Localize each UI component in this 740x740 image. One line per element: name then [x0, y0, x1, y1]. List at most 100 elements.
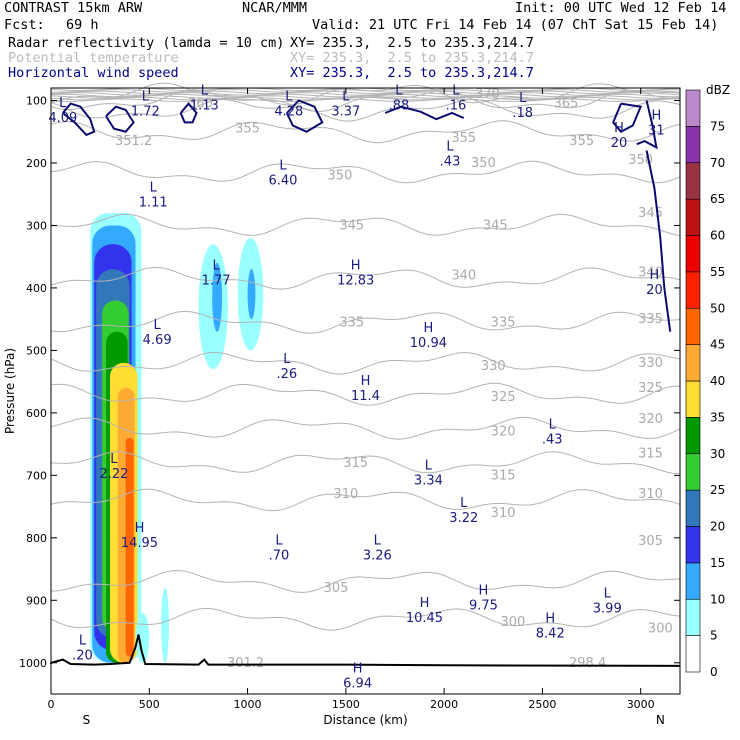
theta-contour-label: 335 [491, 315, 516, 330]
wind-extremum-type: L [460, 496, 468, 511]
theta-isentrope [50, 95, 681, 99]
theta-contour-label: 350 [328, 168, 353, 183]
x-axis-end-right: N [656, 713, 665, 727]
wind-extremum-type: L [279, 158, 287, 173]
colorbar-level-label: 40 [710, 374, 725, 388]
wind-extremum-type: H [351, 258, 361, 273]
reflectivity-cell [247, 269, 256, 320]
colorbar-swatch [685, 417, 701, 455]
wind-contour [612, 102, 643, 133]
wind-extremum-type: L [342, 90, 350, 105]
theta-contour-label: 370 [475, 87, 500, 102]
wind-extremum-type: H [424, 321, 434, 336]
theta-contour-label: 360 [188, 97, 213, 112]
field-wind-name: Horizontal wind speed [8, 65, 179, 81]
wind-contour [179, 102, 198, 124]
theta-contour-label: 300 [501, 615, 526, 630]
theta-contour-label: 320 [491, 425, 516, 440]
theta-isentrope [50, 607, 681, 631]
theta-contour-label: 355 [569, 134, 594, 149]
wind-extremum-value: .43 [440, 155, 461, 170]
theta-contour-label: 315 [491, 468, 516, 483]
theta-contour-label: 305 [324, 581, 349, 596]
x-tick-label: 500 [139, 698, 160, 711]
y-tick-label: 800 [26, 532, 47, 545]
colorbar-unit: dBZ [706, 83, 730, 97]
wind-contour [645, 150, 672, 332]
wind-extremum-value: 1.11 [139, 195, 168, 210]
theta-contour-label: 310 [491, 506, 516, 521]
y-axis-title: Pressure (hPa) [3, 348, 17, 434]
wind-extremum-type: L [519, 91, 527, 106]
wind-extremum-type: H [614, 121, 624, 136]
reflectivity-fill-layer [90, 212, 264, 663]
wind-extremum-type: L [374, 533, 382, 548]
wind-extremum-type: H [135, 521, 145, 536]
wind-extremum-type: L [395, 83, 403, 98]
colorbar-swatch [685, 489, 701, 527]
valid-time: Valid: 21 UTC Fri 14 Feb 14 (07 ChT Sat … [312, 17, 719, 33]
wind-extremum-type: L [446, 140, 454, 155]
axes-layer: 100 200 300 400 500 600 700 800 900 1000 0 500 1000 1… [3, 87, 681, 727]
wind-extremum-type: H [545, 611, 555, 626]
forecast-label: Fcst: [4, 17, 45, 33]
wind-extremum-value: 1.72 [131, 105, 160, 120]
colorbar-swatch [685, 271, 701, 309]
theta-contour-label: 335 [339, 315, 364, 330]
colorbar-swatch [685, 598, 701, 636]
wind-extremum-type: H [353, 661, 363, 676]
x-tick-label: 0 [48, 698, 55, 711]
wind-extremum-type: L [275, 533, 283, 548]
theta-contour-label: 315 [343, 456, 368, 471]
colorbar-swatch [685, 198, 701, 236]
y-tick-label: 100 [26, 94, 47, 107]
y-tick-label: 700 [26, 469, 47, 482]
wind-extremum-value: 3.37 [331, 105, 360, 120]
y-tick-label: 900 [26, 594, 47, 607]
theta-isentrope [50, 488, 681, 512]
colorbar-swatch [685, 89, 701, 127]
colorbar-swatch [685, 162, 701, 200]
wind-extremum-type: L [201, 83, 209, 98]
wind-extremum-type: L [142, 90, 150, 105]
colorbar-level-label: 70 [710, 156, 725, 170]
colorbar-level-label: 60 [710, 229, 725, 243]
wind-extremum-value: 3.26 [363, 548, 392, 563]
wind-extremum-type: L [285, 90, 293, 105]
theta-contour-label: 298.4 [569, 656, 606, 671]
wind-extremum-type: H [479, 583, 489, 598]
theta-isentrope [50, 89, 681, 93]
wind-extremum-value: 10.45 [406, 611, 443, 626]
x-tick-label: 2000 [430, 698, 458, 711]
wind-extremum-type: L [110, 452, 118, 467]
colorbar-swatch [685, 453, 701, 491]
colorbar-swatch [685, 126, 701, 164]
theta-contour-label: 340 [638, 265, 663, 280]
theta-contour-label: 340 [451, 268, 476, 283]
theta-isentrope [50, 266, 681, 290]
field-theta-xy: XY= 235.3, 2.5 to 235.3,214.7 [290, 50, 534, 66]
colorbar-level-label: 10 [710, 592, 725, 606]
theta-isentrope [50, 382, 681, 406]
colorbar-level-label: 0 [710, 665, 718, 679]
colorbar-level-label: 65 [710, 192, 725, 206]
wind-extremum-value: 14.95 [121, 536, 158, 551]
field-theta-name: Potential temperature [8, 50, 179, 66]
wind-extremum-value: 2.22 [99, 467, 128, 482]
theta-contour-label: 365 [554, 97, 579, 112]
theta-isentrope [50, 160, 681, 184]
wind-extremum-value: 4.09 [48, 111, 77, 126]
terrain-profile [50, 634, 681, 667]
init-time: Init: 00 UTC Wed 12 Feb 14 [515, 0, 727, 16]
x-tick-label: 1000 [234, 698, 262, 711]
theta-contour-label: 330 [481, 359, 506, 374]
wind-extremum-value: 3.22 [449, 511, 478, 526]
theta-contour-label: 345 [483, 218, 508, 233]
wind-extremum-type: H [652, 108, 662, 123]
wind-extremum-type: L [59, 96, 67, 111]
theta-isentrope [50, 90, 681, 95]
wind-extremum-value: 4.28 [274, 105, 303, 120]
wind-extremum-type: H [420, 596, 430, 611]
wind-extremum-value: 6.94 [343, 676, 372, 691]
